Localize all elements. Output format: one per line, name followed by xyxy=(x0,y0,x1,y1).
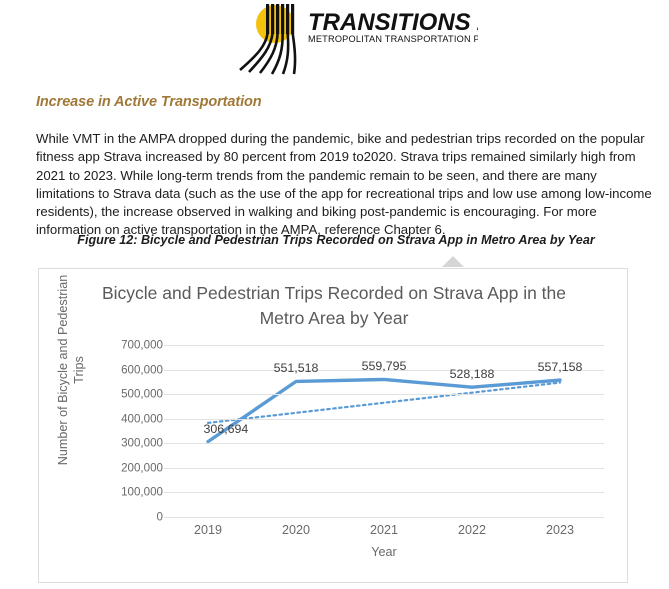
logo-vertical-bars xyxy=(266,4,295,34)
x-axis-title: Year xyxy=(371,545,397,559)
x-tick-label: 2021 xyxy=(369,523,399,537)
x-tick-label: 2019 xyxy=(193,523,223,537)
section-heading: Increase in Active Transportation xyxy=(36,94,262,110)
y-tick-label: 100,000 xyxy=(121,485,163,499)
trendline-dotted xyxy=(206,381,562,424)
x-tick-label: 2022 xyxy=(457,523,487,537)
trips-line xyxy=(206,377,562,444)
x-tick-label: 2020 xyxy=(281,523,311,537)
y-tick-label: 300,000 xyxy=(121,436,163,450)
x-axis-tick-labels: 2019 2020 2021 2022 2023 xyxy=(164,523,604,543)
transitions-2045-logo: TRANSITIONS 2045 METROPOLITAN TRANSPORTA… xyxy=(238,4,478,76)
body-paragraph: While VMT in the AMPA dropped during the… xyxy=(36,131,652,238)
gridline xyxy=(164,517,604,518)
logo-graphic: TRANSITIONS 2045 METROPOLITAN TRANSPORTA… xyxy=(239,4,478,75)
data-label: 551,518 xyxy=(273,361,319,376)
series-lines xyxy=(206,377,562,444)
data-label: 528,188 xyxy=(449,367,495,382)
gridline xyxy=(164,345,604,346)
figure-caption: Figure 12: Bicycle and Pedestrian Trips … xyxy=(77,233,595,247)
y-tick-label: 700,000 xyxy=(121,338,163,352)
data-label: 559,795 xyxy=(361,359,407,374)
x-tick-label: 2023 xyxy=(545,523,575,537)
y-tick-label: 400,000 xyxy=(121,412,163,426)
gridline xyxy=(164,394,604,396)
y-axis-tick-labels: 700,000 600,000 500,000 400,000 300,000 200,0… xyxy=(101,339,163,524)
y-axis-title: Number of Bicycle and Pedestrian Trips xyxy=(56,274,86,466)
gridline xyxy=(164,369,604,371)
gridline xyxy=(164,467,604,469)
gridline xyxy=(164,418,604,420)
sun-icon xyxy=(256,5,294,43)
y-tick-label: 600,000 xyxy=(121,363,163,377)
y-tick-label: 200,000 xyxy=(121,461,163,475)
gridline xyxy=(164,443,604,445)
y-tick-label: 0 xyxy=(156,510,163,524)
logo-subtitle: METROPOLITAN TRANSPORTATION PLAN xyxy=(308,34,478,44)
logo-title: TRANSITIONS 2045 xyxy=(308,9,478,36)
data-label: 306,694 xyxy=(203,421,249,436)
chart-pointer-triangle-icon xyxy=(442,256,464,267)
document-header: TRANSITIONS 2045 METROPOLITAN TRANSPORTA… xyxy=(0,0,669,82)
plot-area: 306,694 551,518 559,795 528,188 557,158 xyxy=(164,345,604,518)
logo-road-stripes xyxy=(239,32,297,75)
y-tick-label: 500,000 xyxy=(121,387,163,401)
chart-container: Bicycle and Pedestrian Trips Recorded on… xyxy=(38,268,628,583)
data-label: 557,158 xyxy=(537,360,583,375)
gridline xyxy=(164,492,604,494)
chart-title: Bicycle and Pedestrian Trips Recorded on… xyxy=(101,283,566,328)
